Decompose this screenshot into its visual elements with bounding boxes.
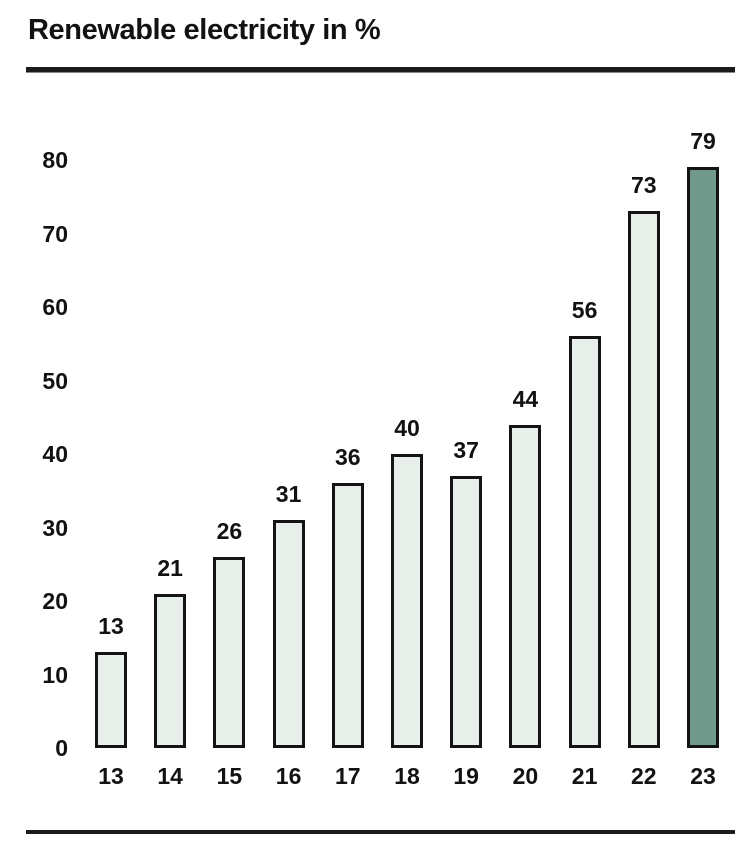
y-tick-label-30: 30: [42, 514, 68, 541]
bar-value-label-20: 44: [512, 385, 539, 412]
x-tick-label-14: 14: [157, 763, 183, 789]
bar-14: [154, 593, 187, 748]
x-tick-label-18: 18: [394, 763, 420, 789]
bar-19: [450, 476, 483, 748]
chart-title: Renewable electricity in %: [28, 14, 381, 46]
bar-20: [509, 424, 542, 748]
y-tick-label-10: 10: [42, 661, 68, 688]
top-rule: [26, 67, 735, 73]
y-tick-label-0: 0: [55, 735, 68, 761]
bar-value-label-14: 21: [157, 554, 183, 581]
y-tick-label-20: 20: [42, 588, 68, 614]
bar-value-label-17: 36: [335, 444, 361, 471]
bar-value-label-18: 40: [394, 415, 420, 441]
y-tick-label-80: 80: [42, 147, 68, 173]
bar-13: [95, 652, 127, 748]
y-tick-label-60: 60: [42, 294, 68, 320]
bar-16: [272, 520, 305, 748]
x-tick-label-23: 23: [690, 763, 716, 789]
bar-23: [687, 167, 719, 748]
bar-17: [331, 483, 364, 748]
bar-value-label-13: 13: [98, 613, 124, 640]
bar-value-label-19: 37: [453, 437, 479, 464]
bar-value-label-16: 31: [275, 481, 302, 508]
y-tick-label-70: 70: [42, 220, 68, 247]
x-tick-label-20: 20: [512, 763, 539, 789]
y-tick-label-40: 40: [42, 441, 68, 467]
bar-value-label-15: 26: [216, 517, 243, 544]
bar-value-label-21: 56: [571, 297, 598, 324]
x-tick-label-22: 22: [631, 763, 657, 789]
bar-value-label-23: 79: [690, 128, 716, 155]
x-tick-label-21: 21: [571, 763, 598, 789]
x-tick-label-19: 19: [453, 763, 479, 789]
x-tick-label-15: 15: [216, 763, 243, 789]
x-tick-label-13: 13: [98, 763, 124, 789]
bar-22: [627, 211, 660, 748]
bar-15: [213, 556, 246, 748]
y-tick-label-50: 50: [42, 367, 68, 394]
bar-18: [391, 454, 423, 748]
x-tick-label-17: 17: [335, 763, 361, 789]
bar-21: [568, 336, 601, 748]
x-tick-label-16: 16: [275, 763, 302, 789]
bottom-rule: [26, 830, 735, 834]
bar-value-label-22: 73: [631, 172, 657, 199]
